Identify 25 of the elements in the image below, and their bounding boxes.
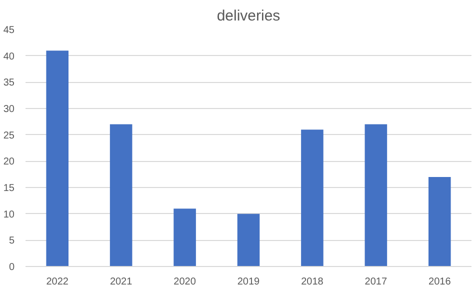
x-tick-label: 2019 bbox=[237, 276, 260, 287]
y-tick-label: 10 bbox=[3, 209, 15, 220]
x-tick-label: 2018 bbox=[301, 276, 324, 287]
x-tick-label: 2022 bbox=[46, 276, 69, 287]
x-tick-label: 2020 bbox=[174, 276, 196, 287]
bar bbox=[174, 208, 196, 266]
y-tick-label: 5 bbox=[8, 236, 15, 247]
bar bbox=[237, 214, 260, 266]
y-tick-label: 25 bbox=[3, 130, 15, 142]
bar bbox=[364, 124, 388, 266]
chart-title: deliveries bbox=[216, 8, 280, 24]
y-tick-label: 0 bbox=[8, 262, 15, 273]
bar bbox=[428, 176, 451, 266]
y-tick-label: 45 bbox=[3, 25, 15, 36]
x-tick-label: 2016 bbox=[428, 276, 452, 287]
y-tick-label: 30 bbox=[3, 104, 15, 115]
x-tick-label: 2017 bbox=[364, 276, 388, 287]
x-tick-label: 2021 bbox=[110, 276, 133, 287]
bar bbox=[46, 50, 69, 266]
y-tick-label: 40 bbox=[3, 51, 15, 62]
y-tick-label: 35 bbox=[3, 78, 15, 89]
y-tick-label: 15 bbox=[3, 183, 15, 194]
y-tick-label: 20 bbox=[3, 156, 15, 168]
bar bbox=[110, 124, 132, 266]
bar bbox=[301, 130, 324, 266]
